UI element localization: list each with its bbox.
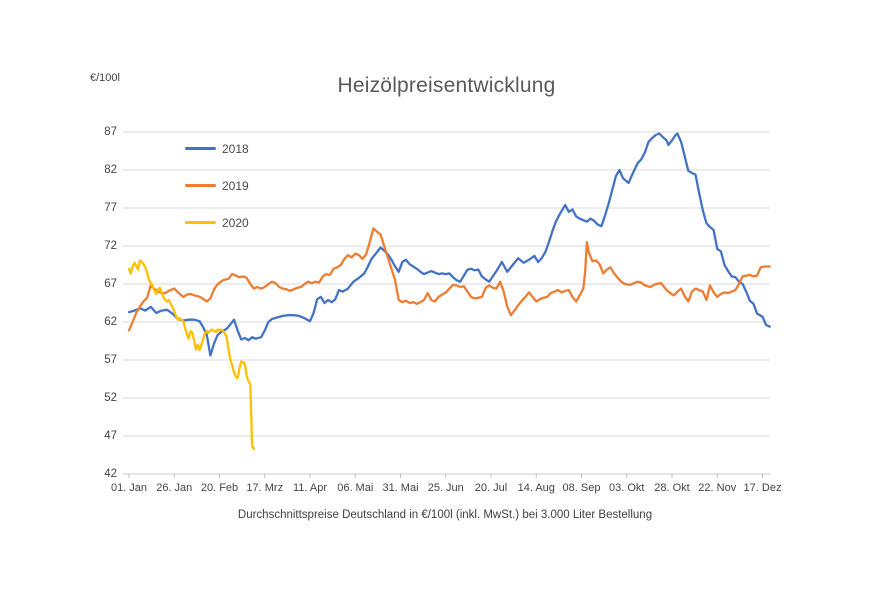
x-tick-label: 08. Sep [562, 482, 601, 494]
series-line-2020 [127, 259, 256, 451]
legend: 2018 2019 2020 [185, 141, 249, 252]
x-tick-label: 20. Jul [474, 482, 508, 494]
y-tick-label: 62 [104, 316, 117, 328]
legend-line-swatch-2019 [185, 184, 216, 187]
legend-item-2018: 2018 [185, 141, 249, 156]
x-tick-label: 22. Nov [698, 482, 737, 494]
legend-label: 2019 [222, 178, 249, 193]
y-tick-label: 52 [104, 392, 117, 404]
y-tick-label: 72 [104, 240, 117, 252]
x-tick-label: 28. Okt [654, 482, 690, 494]
x-tick-label: 26. Jan [156, 482, 193, 494]
legend-item-2019: 2019 [185, 178, 249, 193]
x-tick-label: 17. Mrz [246, 482, 284, 494]
x-tick-label: 20. Feb [200, 482, 239, 494]
x-tick-label: 11. Apr [292, 482, 328, 494]
x-tick-label: 14. Aug [517, 482, 555, 494]
x-tick-label: 06. Mai [337, 482, 374, 494]
x-tick-label: 31. Mai [382, 482, 419, 494]
y-tick-label: 57 [104, 354, 117, 366]
x-tick-label: 03. Okt [609, 482, 645, 494]
x-tick-label: 01. Jan [110, 482, 148, 494]
y-tick-label: 47 [104, 430, 117, 442]
series-line-2019 [127, 227, 771, 332]
y-tick-label: 42 [104, 468, 117, 480]
y-axis-unit-label: €/100l [90, 72, 120, 84]
y-tick-label: 82 [104, 164, 117, 176]
legend-label: 2020 [222, 215, 249, 230]
legend-label: 2018 [222, 141, 249, 156]
series-line-2018 [127, 132, 771, 357]
y-tick-label: 77 [104, 202, 117, 214]
y-tick-label: 87 [104, 126, 117, 138]
x-tick-label: 25. Jun [427, 482, 464, 494]
y-tick-label: 67 [104, 278, 117, 290]
x-tick-label: 17. Dez [743, 482, 782, 494]
chart-caption: Durchschnittspreise Deutschland in €/100… [237, 509, 653, 521]
chart-title: Heizölpreisentwicklung [337, 74, 556, 97]
legend-line-swatch-2018 [185, 147, 216, 150]
legend-line-swatch-2020 [185, 221, 216, 224]
legend-item-2020: 2020 [185, 215, 249, 230]
